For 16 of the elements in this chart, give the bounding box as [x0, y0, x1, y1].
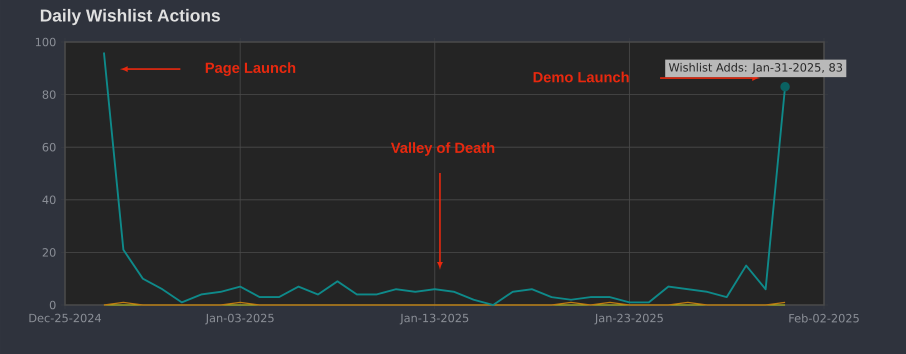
x-tick-label: Feb-02-2025: [789, 314, 859, 322]
chart-title: Daily Wishlist Actions: [40, 8, 220, 26]
annotation: Wishlist Adds: Jan-31-2025, 83: [668, 62, 842, 74]
y-tick-label: 20: [42, 248, 56, 257]
annotation: Page Launch: [206, 62, 296, 76]
x-tick-label: Jan-13-2025: [400, 314, 468, 324]
y-tick-label: 40: [42, 196, 56, 204]
x-tick-label: Dec-25-2024: [29, 314, 102, 322]
annotation: Demo Launch: [534, 72, 629, 82]
y-tick-label: 80: [42, 90, 56, 99]
y-tick-label: 100: [36, 38, 56, 46]
y-tick-label: 60: [42, 142, 56, 152]
y-tick-label: 0: [50, 300, 56, 310]
annotation: Valley of Death: [390, 142, 494, 156]
x-tick-label: Jan-03-2025: [205, 314, 274, 324]
x-tick-label: Jan-23-2025: [594, 314, 663, 324]
